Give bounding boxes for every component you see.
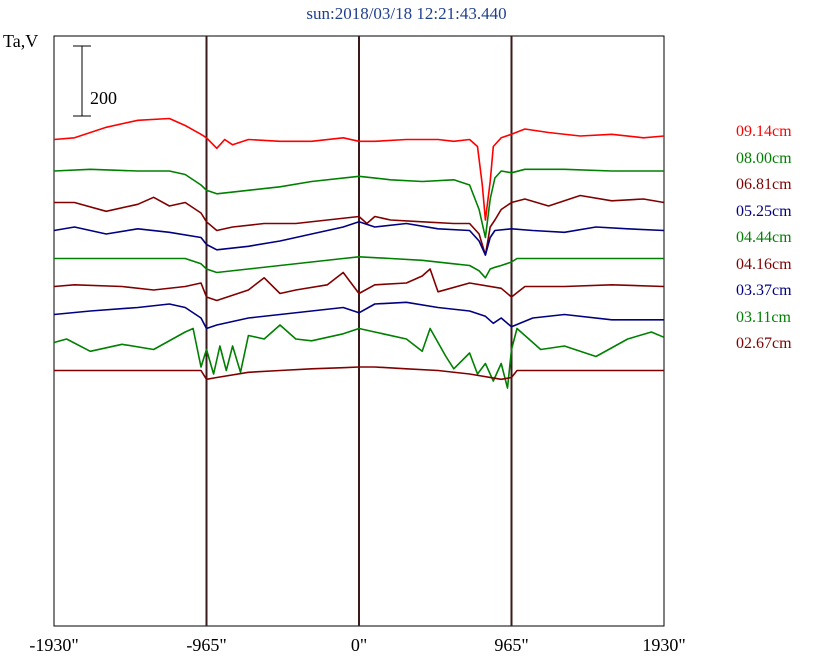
legend-item: 05.25cm — [736, 202, 792, 220]
legend-item: 06.81cm — [736, 176, 792, 193]
scale-bar-label: 200 — [90, 88, 117, 108]
x-tick-label: 965" — [494, 635, 529, 655]
legend-item: 08.00cm — [736, 149, 792, 167]
chart-title: sun:2018/03/18 12:21:43.440 — [306, 4, 507, 23]
legend-item: 09.14cm — [736, 123, 792, 140]
series-line-05.25cm — [53, 221, 665, 256]
y-axis-label: Ta,V — [3, 31, 39, 51]
x-tick-label: -1930" — [29, 635, 79, 655]
series-line-04.16cm — [53, 268, 665, 302]
series-line-04.44cm — [54, 255, 664, 279]
series-line-03.37cm — [53, 301, 664, 330]
legend-item: 03.37cm — [736, 282, 792, 299]
series-line-02.67cm — [54, 366, 664, 381]
legend: 09.14cm 08.00cm 06.81cm 05.25cm 04.44cm 04.16… — [736, 119, 792, 358]
legend-item: 04.44cm — [736, 229, 792, 246]
legend-item: 02.67cm — [736, 335, 792, 352]
x-tick-label: 1930" — [642, 635, 686, 655]
x-tick-label: 0" — [350, 635, 368, 655]
legend-item: 03.11cm — [736, 308, 791, 326]
series-line-08.00cm — [53, 168, 664, 239]
series-line-06.81cm — [54, 194, 665, 256]
legend-item: 04.16cm — [736, 255, 792, 273]
x-tick-label: -965" — [186, 635, 227, 655]
series-line-09.14cm — [53, 117, 665, 221]
series-line-03.11cm — [53, 324, 665, 389]
